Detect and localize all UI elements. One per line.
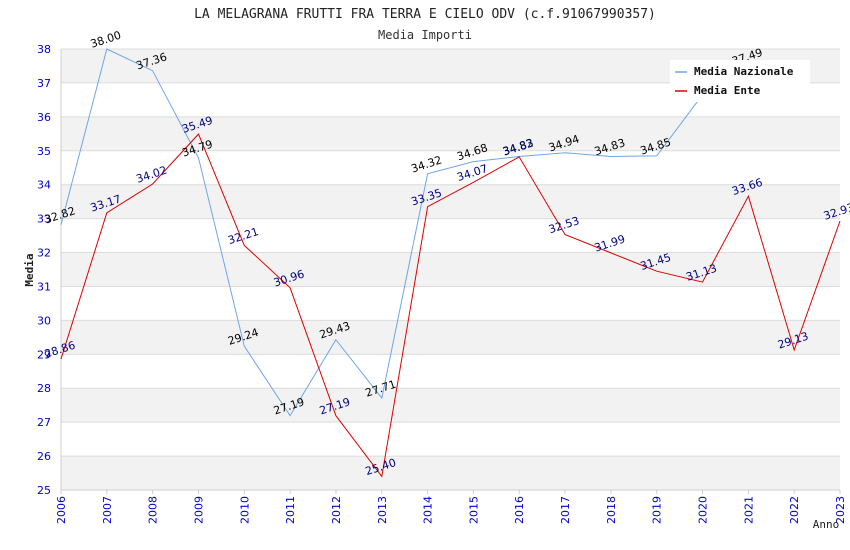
x-tick-label: 2012 [330,496,343,524]
grid-band [61,116,840,151]
series-lines [60,48,841,478]
y-tick-label: 27 [37,416,51,429]
legend-box [670,60,810,102]
x-tick-label: 2010 [238,496,251,524]
y-tick-label: 30 [37,314,51,327]
legend-label-media-ente: Media Ente [694,84,761,97]
y-tick-label: 29 [37,348,51,361]
y-tick-label: 34 [37,179,51,192]
x-axis-ticks: 2006 2007 2008 2009 2010 2011 2012 2013 2014 2015… [55,490,847,524]
series-line-media-ente [60,133,841,478]
x-tick-label: 2021 [742,496,755,524]
grid-bands [61,49,840,490]
x-tick-label: 2019 [651,496,664,524]
x-tick-label: 2022 [788,496,801,524]
x-tick-label: 2018 [605,496,618,524]
y-axis-label: Media [23,253,36,286]
x-axis-label: Anno [813,518,840,531]
x-tick-label: 2013 [376,496,389,524]
y-tick-label: 36 [37,111,51,124]
legend-label-media-nazionale: Media Nazionale [694,65,794,78]
grid-band [61,320,840,355]
x-tick-label: 2023 [834,496,847,524]
grid-band [61,388,840,423]
y-tick-label: 35 [37,145,51,158]
y-tick-label: 26 [37,450,51,463]
legend: Media Nazionale Media Ente [670,60,810,102]
x-tick-label: 2020 [697,496,710,524]
y-tick-label: 32 [37,247,51,260]
x-tick-label: 2015 [467,496,480,524]
x-tick-label: 2009 [192,496,205,524]
grid-band [61,252,840,287]
x-tick-label: 2006 [55,496,68,524]
y-tick-label: 33 [37,213,51,226]
y-axis-ticks: 25 26 27 28 29 30 31 32 33 34 35 36 37 38 [37,43,51,497]
x-tick-label: 2011 [284,496,297,524]
y-tick-label: 28 [37,382,51,395]
chart-title: LA MELAGRANA FRUTTI FRA TERRA E CIELO OD… [194,7,656,22]
grid-band [61,184,840,219]
y-tick-label: 37 [37,77,51,90]
grid-band [61,456,840,490]
x-tick-label: 2008 [147,496,160,524]
x-tick-label: 2014 [422,496,435,524]
x-tick-label: 2017 [559,496,572,524]
y-tick-label: 31 [37,280,51,293]
x-tick-label: 2016 [513,496,526,524]
x-tick-label: 2007 [101,496,114,524]
y-tick-label: 25 [37,484,51,497]
y-tick-label: 38 [37,43,51,56]
chart-subtitle: Media Importi [378,28,472,42]
series-line-media-nazionale [60,48,749,417]
